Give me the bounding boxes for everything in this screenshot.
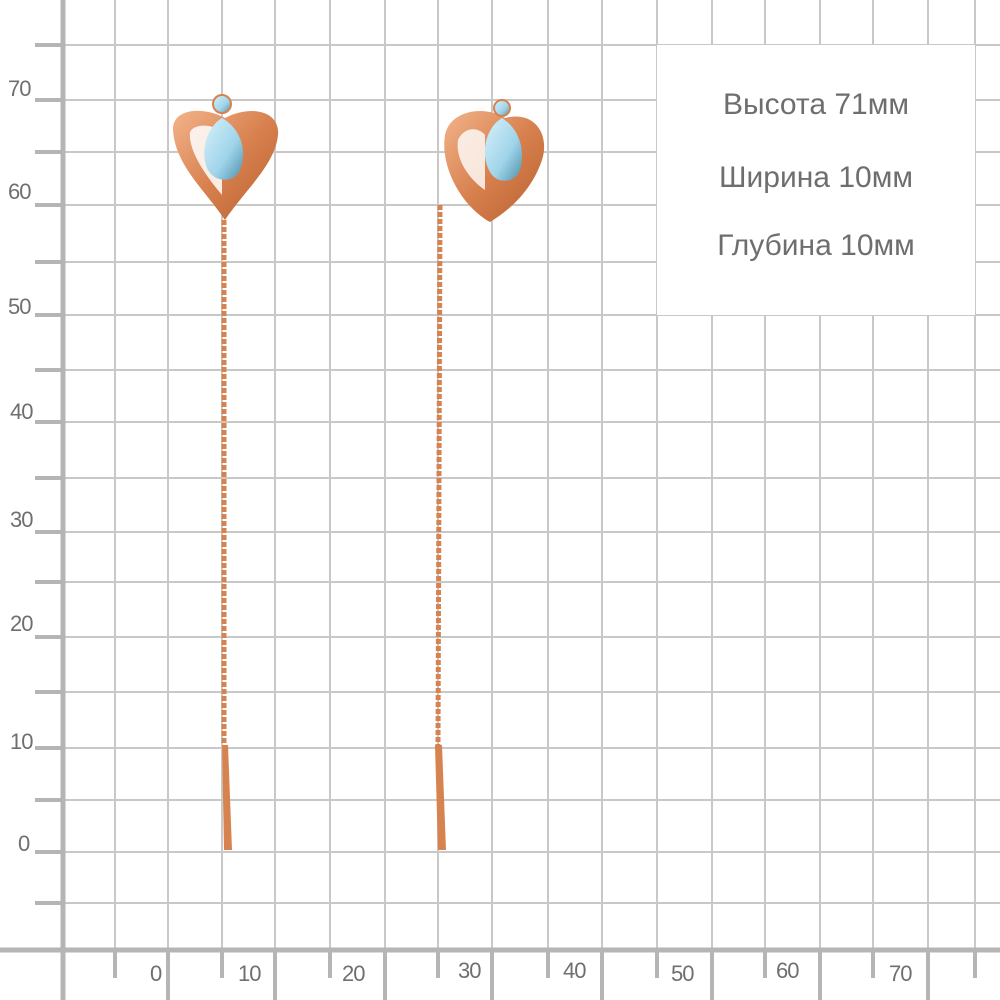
x-label: 0 <box>150 961 162 986</box>
left-earring <box>172 94 279 850</box>
x-label: 30 <box>458 958 482 983</box>
y-label: 70 <box>8 76 32 101</box>
x-label: 40 <box>563 958 587 983</box>
y-label: 0 <box>18 831 30 856</box>
right-earring <box>435 99 545 850</box>
width-spec: Ширина 10мм <box>719 161 913 194</box>
x-label: 60 <box>776 958 800 983</box>
x-label: 70 <box>889 961 913 986</box>
x-label: 20 <box>342 961 366 986</box>
dimensions-panel: Высота 71мм Ширина 10мм Глубина 10мм <box>657 45 975 315</box>
y-label: 10 <box>10 729 34 754</box>
y-label: 60 <box>8 179 32 204</box>
y-label: 40 <box>10 399 34 424</box>
x-label: 10 <box>238 961 262 986</box>
y-label: 30 <box>10 507 34 532</box>
x-label: 50 <box>671 961 695 986</box>
y-label: 20 <box>10 611 34 636</box>
depth-spec: Глубина 10мм <box>717 229 915 262</box>
y-label: 50 <box>8 294 32 319</box>
height-spec: Высота 71мм <box>723 88 909 121</box>
